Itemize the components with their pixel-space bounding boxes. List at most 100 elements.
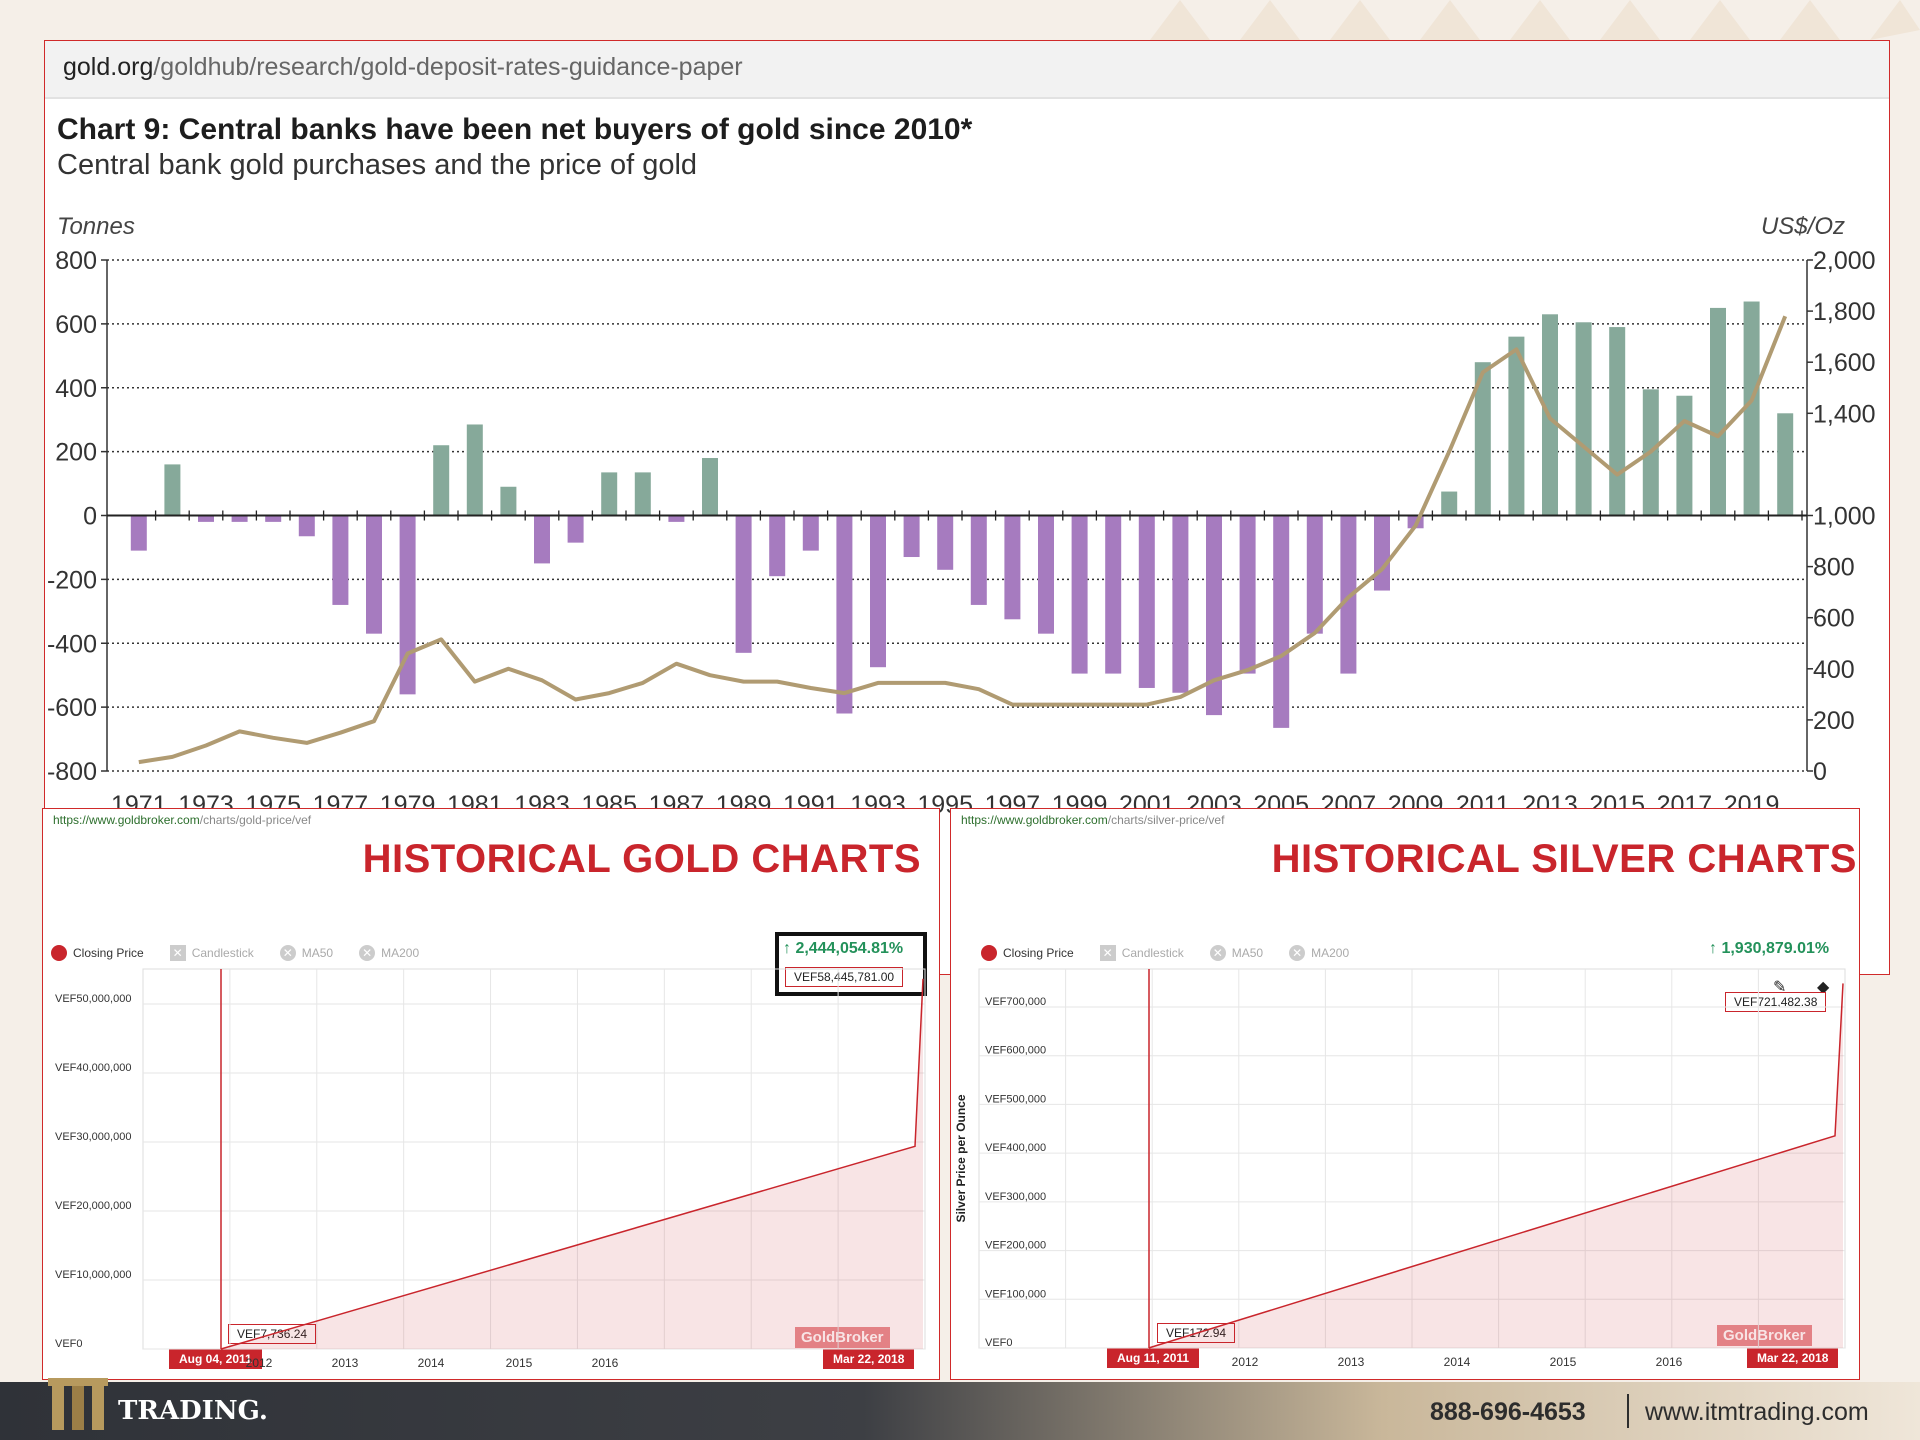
bar-2001 [1138, 515, 1155, 688]
price-area [1149, 983, 1843, 1348]
website-link[interactable]: www.itmtrading.com [1645, 1398, 1869, 1426]
x-tick-label: 2014 [418, 1356, 445, 1370]
legend-ma200[interactable]: ✕ MA200 [359, 945, 419, 961]
bar-1991 [802, 515, 819, 551]
x-tick-label: 2016 [1656, 1355, 1683, 1369]
bar-1988 [702, 458, 718, 516]
bar-2014 [1575, 322, 1592, 516]
bar-1982 [500, 486, 517, 516]
y-tick-label: VEF200,000 [985, 1240, 1046, 1252]
right-axis-label: US$/Oz [1761, 213, 1845, 240]
bar-1973 [198, 515, 214, 522]
legend-closing-price[interactable]: Closing Price [51, 945, 144, 961]
right-tick-label: 1,400 [1813, 400, 1876, 428]
x-tick-label: 2015 [506, 1356, 533, 1370]
left-tick-label: -800 [47, 758, 97, 786]
phone-number[interactable]: 888-696-4653 [1430, 1398, 1586, 1426]
logo-text: TRADING. [118, 1396, 268, 1426]
bar-1985 [601, 472, 618, 516]
silver-panel-url[interactable]: https://www.goldbroker.com/charts/silver… [961, 813, 1225, 827]
right-tick-label: 2,000 [1813, 247, 1876, 275]
bar-2003 [1206, 515, 1222, 716]
y-tick-label: VEF500,000 [985, 1093, 1046, 1105]
y-tick-label: VEF50,000,000 [55, 993, 131, 1005]
bar-2012 [1508, 336, 1525, 516]
x-tick-label: 2012 [1232, 1355, 1259, 1369]
y-tick-label: VEF100,000 [985, 1288, 1046, 1300]
right-tick-label: 800 [1813, 554, 1855, 582]
price-line [1148, 983, 1844, 1349]
right-tick-label: 200 [1813, 707, 1855, 735]
left-tick-label: 800 [55, 247, 97, 275]
bar-1978 [366, 515, 382, 634]
x-tick-label: 2015 [1550, 1355, 1577, 1369]
red-dot-icon [981, 945, 997, 961]
itm-pillar-logo-icon [48, 1378, 108, 1430]
bar-1971 [130, 515, 147, 551]
right-tick-label: 1,000 [1813, 503, 1876, 531]
bar-2006 [1306, 515, 1323, 634]
legend-candlestick[interactable]: ✕ Candlestick [1099, 945, 1184, 961]
legend-closing-price[interactable]: Closing Price [981, 945, 1074, 961]
footer-bar [0, 1382, 1920, 1440]
chart-title: Chart 9: Central banks have been net buy… [57, 113, 973, 146]
bar-2018 [1710, 307, 1726, 516]
bar-1983 [534, 515, 550, 564]
gold-end-date: Mar 22, 2018 [823, 1349, 915, 1369]
bar-1981 [466, 424, 483, 516]
bar-1976 [298, 515, 315, 537]
plot-frame [142, 968, 926, 1350]
left-tick-label: -600 [47, 694, 97, 722]
silver-start-date: Aug 11, 2011 [1107, 1348, 1200, 1368]
y-tick-label: VEF400,000 [985, 1142, 1046, 1154]
right-tick-label: 0 [1813, 758, 1827, 786]
bar-1987 [668, 515, 685, 522]
y-tick-label: VEF20,000,000 [55, 1200, 131, 1212]
silver-panel-heading: HISTORICAL SILVER CHARTS [1271, 837, 1857, 881]
y-tick-label: VEF0 [985, 1337, 1013, 1349]
bar-1974 [231, 515, 248, 522]
right-tick-label: 400 [1813, 656, 1855, 684]
bar-1980 [433, 445, 450, 516]
x-tick-label: 2014 [1444, 1355, 1471, 1369]
gold-change-percent: ↑ 2,444,054.81% [783, 940, 904, 957]
gold-panel-url[interactable]: https://www.goldbroker.com/charts/gold-p… [53, 813, 312, 827]
ma50-icon: ✕ [279, 945, 296, 961]
bar-2007 [1340, 515, 1357, 674]
legend-ma50[interactable]: ✕ MA50 [1209, 945, 1263, 961]
right-tick-label: 600 [1813, 605, 1855, 633]
bar-1979 [399, 515, 416, 695]
gold-panel-heading: HISTORICAL GOLD CHARTS [362, 837, 921, 881]
chart-subtitle: Central bank gold purchases and the pric… [57, 149, 698, 181]
silver-chart-panel: https://www.goldbroker.com/charts/silver… [950, 808, 1860, 1380]
left-axis-label: Tonnes [57, 213, 135, 240]
left-tick-label: 400 [55, 375, 97, 403]
gold-legend: Closing Price ✕ Candlestick ✕ MA50 ✕ MA200 [51, 945, 419, 961]
ma200-icon: ✕ [359, 945, 376, 961]
legend-candlestick[interactable]: ✕ Candlestick [169, 945, 254, 961]
left-tick-label: -400 [47, 630, 97, 658]
legend-ma50[interactable]: ✕ MA50 [279, 945, 333, 961]
y-tick-label: VEF600,000 [985, 1045, 1046, 1057]
x-tick-label: 2016 [592, 1356, 619, 1370]
footer-divider [1627, 1394, 1629, 1428]
bar-2010 [1441, 491, 1458, 516]
ma50-icon: ✕ [1209, 945, 1226, 961]
bar-1984 [567, 515, 584, 543]
gold-start-date: Aug 04, 2011 [169, 1349, 262, 1369]
bar-1972 [164, 464, 181, 516]
gold-price-line [138, 315, 1788, 765]
url-text: gold.org/goldhub/research/gold-deposit-r… [63, 53, 743, 81]
y-tick-label: VEF0 [55, 1338, 83, 1350]
silver-start-value: VEF172.94 [1157, 1323, 1236, 1343]
address-bar[interactable]: gold.org/goldhub/research/gold-deposit-r… [45, 41, 1889, 99]
gold-watermark: GoldBroker [795, 1327, 890, 1348]
bar-2004 [1239, 515, 1256, 674]
bar-1996 [970, 515, 987, 605]
bar-2020 [1777, 413, 1794, 516]
legend-ma200[interactable]: ✕ MA200 [1289, 945, 1349, 961]
bar-2017 [1676, 395, 1693, 516]
bar-1998 [1038, 515, 1054, 634]
ma200-icon: ✕ [1289, 945, 1306, 961]
silver-change-percent: ↑ 1,930,879.01% [1709, 940, 1830, 957]
